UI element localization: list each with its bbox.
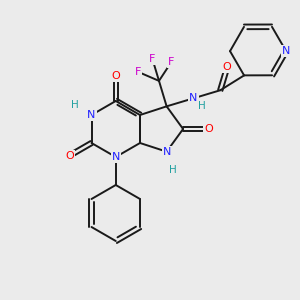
Text: O: O bbox=[65, 151, 74, 160]
Text: F: F bbox=[149, 54, 156, 64]
Text: N: N bbox=[282, 46, 290, 56]
Text: F: F bbox=[168, 57, 175, 67]
Text: O: O bbox=[223, 62, 232, 73]
Text: N: N bbox=[162, 147, 171, 157]
Text: O: O bbox=[111, 71, 120, 81]
Text: N: N bbox=[112, 152, 120, 162]
Text: F: F bbox=[135, 67, 142, 77]
Text: H: H bbox=[198, 101, 205, 111]
Text: O: O bbox=[204, 124, 213, 134]
Text: N: N bbox=[189, 93, 198, 103]
Text: H: H bbox=[169, 165, 177, 175]
Text: N: N bbox=[87, 110, 96, 120]
Text: H: H bbox=[71, 100, 78, 110]
